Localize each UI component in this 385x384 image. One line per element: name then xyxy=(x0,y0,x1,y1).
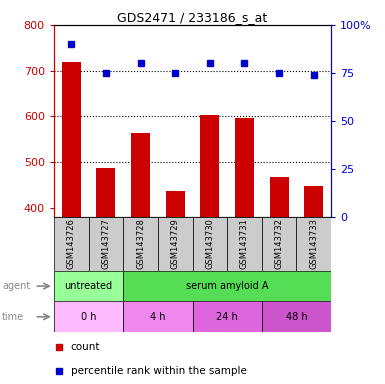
Bar xyxy=(54,271,123,301)
Bar xyxy=(54,217,89,271)
Bar xyxy=(270,177,289,217)
Bar xyxy=(200,115,219,217)
Bar xyxy=(304,186,323,217)
Bar xyxy=(192,217,227,271)
Bar xyxy=(227,217,262,271)
Text: GSM143733: GSM143733 xyxy=(309,218,318,269)
Title: GDS2471 / 233186_s_at: GDS2471 / 233186_s_at xyxy=(117,11,268,24)
Text: GSM143726: GSM143726 xyxy=(67,218,76,269)
Text: 24 h: 24 h xyxy=(216,312,238,322)
Bar xyxy=(235,118,254,217)
Bar xyxy=(131,133,150,217)
Bar xyxy=(296,217,331,271)
Text: time: time xyxy=(2,312,24,322)
Text: percentile rank within the sample: percentile rank within the sample xyxy=(70,366,246,376)
Bar xyxy=(166,191,185,217)
Text: untreated: untreated xyxy=(65,281,113,291)
Text: 0 h: 0 h xyxy=(81,312,96,322)
Text: 4 h: 4 h xyxy=(150,312,166,322)
Text: agent: agent xyxy=(2,281,30,291)
Text: GSM143729: GSM143729 xyxy=(171,218,180,269)
Text: GSM143732: GSM143732 xyxy=(275,218,284,269)
Bar xyxy=(262,301,331,332)
Bar xyxy=(123,271,331,301)
Text: GSM143730: GSM143730 xyxy=(205,218,214,269)
Text: GSM143728: GSM143728 xyxy=(136,218,145,269)
Bar xyxy=(158,217,192,271)
Text: serum amyloid A: serum amyloid A xyxy=(186,281,268,291)
Bar xyxy=(123,217,158,271)
Bar xyxy=(123,301,192,332)
Text: 48 h: 48 h xyxy=(286,312,307,322)
Bar xyxy=(89,217,123,271)
Text: GSM143731: GSM143731 xyxy=(240,218,249,269)
Bar xyxy=(192,301,262,332)
Text: GSM143727: GSM143727 xyxy=(101,218,110,269)
Bar xyxy=(54,301,123,332)
Bar xyxy=(96,168,116,217)
Bar xyxy=(262,217,296,271)
Text: count: count xyxy=(70,342,100,352)
Bar xyxy=(62,61,81,217)
